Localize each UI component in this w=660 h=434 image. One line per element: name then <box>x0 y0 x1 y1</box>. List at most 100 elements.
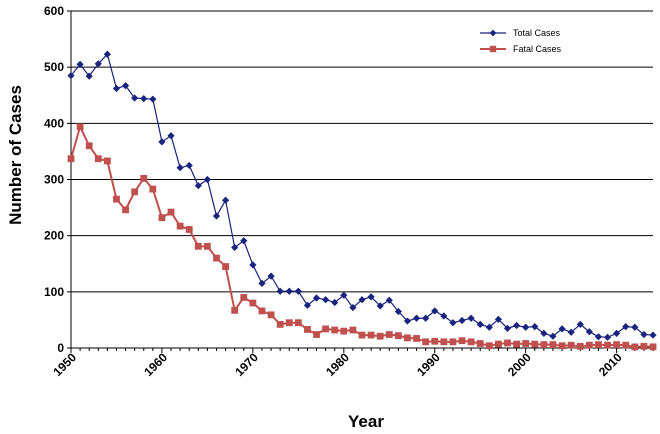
data-point <box>603 333 612 341</box>
data-point <box>367 293 375 301</box>
data-point <box>303 301 312 309</box>
data-point <box>94 155 102 163</box>
data-point <box>67 155 75 163</box>
data-point <box>585 341 593 349</box>
data-point <box>622 341 630 349</box>
data-point <box>194 182 202 190</box>
data-point <box>103 157 111 165</box>
data-point <box>258 279 266 288</box>
data-point <box>85 72 93 80</box>
series-layer <box>67 50 657 351</box>
data-point <box>476 320 484 329</box>
data-point <box>204 242 211 250</box>
data-point <box>331 326 339 334</box>
data-point <box>203 175 212 184</box>
data-point <box>485 323 493 331</box>
data-point <box>276 321 284 328</box>
data-point <box>212 212 221 220</box>
data-point <box>595 341 602 349</box>
data-point <box>313 331 320 338</box>
gridlines <box>71 10 653 293</box>
y-tick-label: 300 <box>44 173 64 187</box>
data-point <box>404 334 411 342</box>
data-point <box>540 341 548 349</box>
data-point <box>76 123 84 131</box>
data-point <box>622 323 630 331</box>
data-point <box>513 340 520 348</box>
data-point <box>494 315 503 323</box>
data-point <box>231 243 239 252</box>
data-point <box>403 317 412 325</box>
data-point <box>440 338 448 346</box>
data-point <box>431 337 439 345</box>
data-point <box>503 324 512 332</box>
data-point <box>140 95 148 103</box>
x-tick-label: 2010 <box>596 350 625 379</box>
y-tick-labels: 0 100 200 300 400 500 600 <box>44 4 64 355</box>
data-point <box>412 314 421 322</box>
data-point <box>613 341 621 349</box>
x-tick-label: 1970 <box>232 350 261 379</box>
series-line <box>70 123 654 348</box>
data-point <box>485 342 493 350</box>
data-point <box>422 338 430 346</box>
legend-item: Fatal Cases <box>480 44 562 54</box>
x-tick-label: 1960 <box>141 350 170 379</box>
data-point <box>358 296 366 304</box>
data-point <box>121 82 130 90</box>
data-point <box>540 329 548 337</box>
data-point <box>176 164 184 172</box>
y-tick-label: 200 <box>44 229 64 243</box>
data-point <box>167 132 175 140</box>
data-point <box>276 287 284 295</box>
data-point <box>394 307 402 316</box>
data-point <box>340 291 348 299</box>
data-point <box>394 332 402 340</box>
data-point <box>567 341 575 349</box>
data-point <box>267 311 275 319</box>
x-tick-label: 1950 <box>50 350 79 379</box>
data-point <box>467 314 475 322</box>
legend: Total Cases Fatal Cases <box>480 28 562 54</box>
data-point <box>385 331 393 338</box>
x-tick-label: 1980 <box>323 350 352 379</box>
data-point <box>558 325 566 333</box>
data-point <box>249 261 257 269</box>
data-point <box>567 328 575 336</box>
y-tick-label: 600 <box>44 4 64 18</box>
data-point <box>185 226 193 233</box>
data-point <box>585 328 593 336</box>
data-point <box>594 333 603 341</box>
data-point <box>231 306 239 314</box>
legend-marker <box>489 45 497 53</box>
y-tick-label: 0 <box>57 341 64 355</box>
data-point <box>122 206 129 214</box>
data-point <box>640 342 648 350</box>
data-point <box>294 319 302 327</box>
series-0 <box>67 50 657 341</box>
data-point <box>413 335 420 342</box>
legend-label: Fatal Cases <box>513 44 562 54</box>
data-point <box>522 323 530 331</box>
data-point <box>112 84 121 93</box>
data-point <box>495 340 502 348</box>
data-point <box>249 299 257 307</box>
data-point <box>185 161 193 170</box>
data-point <box>512 321 521 330</box>
data-point <box>158 138 166 146</box>
x-axis-title: Year <box>348 412 384 431</box>
data-point <box>113 195 120 203</box>
data-point <box>240 294 248 301</box>
data-point <box>640 330 648 339</box>
data-point <box>604 341 611 349</box>
series-line <box>70 53 654 338</box>
data-point <box>267 272 275 280</box>
data-point <box>385 296 393 304</box>
data-point <box>522 340 530 347</box>
data-point <box>367 331 375 339</box>
data-point <box>94 60 102 68</box>
data-point <box>558 342 566 350</box>
data-point <box>531 323 539 331</box>
data-point <box>285 319 293 327</box>
